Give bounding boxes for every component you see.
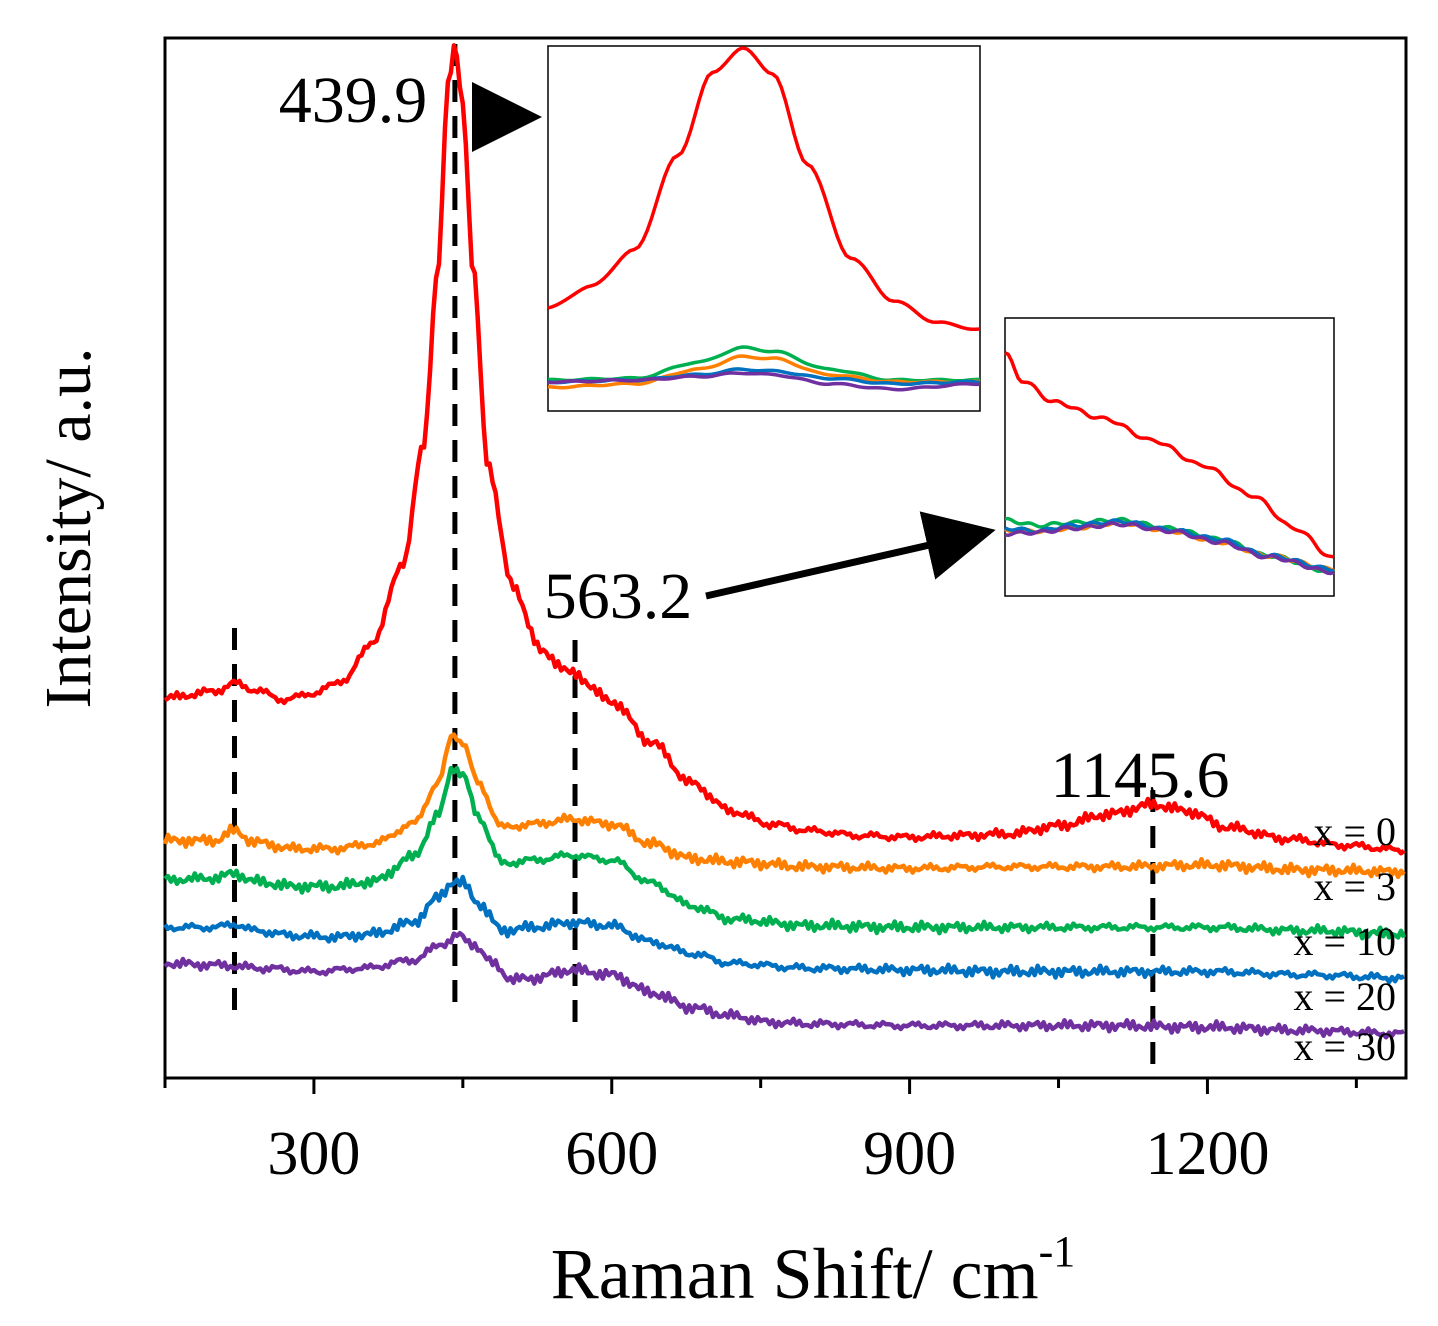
legend-group: x = 0 x = 3 x = 10 x = 20 x = 30 bbox=[1293, 809, 1396, 1069]
plot-frame bbox=[163, 36, 1408, 1080]
x-tick-label-4: 1200 bbox=[1145, 1120, 1269, 1188]
x-tick-label-3: 900 bbox=[863, 1120, 956, 1188]
x-tick-label-1: 300 bbox=[267, 1120, 360, 1188]
inset-439 bbox=[547, 45, 981, 412]
inset-1-series-5 bbox=[547, 371, 980, 392]
legend-label-4: x = 20 bbox=[1293, 974, 1396, 1019]
x-axis-label: Raman Shift/ cm-1 bbox=[551, 1227, 1076, 1314]
legend-label-2: x = 3 bbox=[1313, 864, 1396, 909]
x-axis-ticks: 300 600 900 1200 bbox=[163, 1078, 1358, 1188]
series-5-line bbox=[163, 930, 1405, 1040]
series-4-line bbox=[163, 874, 1405, 985]
series-2-line bbox=[162, 732, 1406, 880]
annotations: 439.9 563.2 1145.6 bbox=[279, 64, 1230, 812]
legend-label-3: x = 10 bbox=[1293, 919, 1396, 964]
legend-label-1: x = 0 bbox=[1313, 809, 1396, 854]
inset-1-series-3 bbox=[547, 354, 981, 390]
annotation-2: 563.2 bbox=[544, 560, 693, 633]
arrow-563 bbox=[705, 511, 996, 600]
x-tick-label-2: 600 bbox=[565, 1120, 658, 1188]
inset-2-series-5 bbox=[1004, 521, 1335, 576]
series-1-line bbox=[163, 43, 1406, 856]
x-axis-label-sup: -1 bbox=[1039, 1227, 1076, 1276]
inset-563-frame bbox=[1004, 317, 1335, 597]
series-3-line bbox=[163, 765, 1407, 941]
inset-2-series-1 bbox=[1004, 351, 1335, 559]
inset-439-frame bbox=[547, 45, 981, 412]
series-group bbox=[162, 43, 1407, 1040]
annotation-3: 1145.6 bbox=[1050, 739, 1229, 812]
legend-label-5: x = 30 bbox=[1293, 1024, 1396, 1069]
annotation-1: 439.9 bbox=[279, 64, 428, 137]
inset-563 bbox=[1004, 317, 1335, 597]
x-axis-label-main: Raman Shift/ cm bbox=[551, 1234, 1039, 1314]
y-axis-label: Intensity/ a.u. bbox=[32, 347, 105, 708]
inset-1-series-1 bbox=[547, 46, 981, 331]
